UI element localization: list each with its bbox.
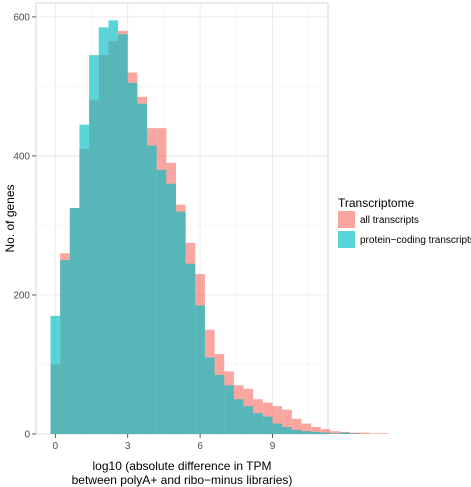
- bar-protein-coding: [50, 315, 61, 434]
- bar-protein-coding: [301, 431, 312, 434]
- bar-all-transcripts: [378, 433, 389, 434]
- bar-protein-coding: [69, 208, 80, 434]
- legend-key: [338, 211, 355, 228]
- bar-protein-coding: [195, 305, 205, 434]
- bar-all-transcripts: [301, 423, 312, 434]
- bar-protein-coding: [156, 169, 167, 434]
- y-tick-label: 600: [13, 12, 30, 23]
- bar-all-transcripts: [291, 418, 302, 434]
- x-axis-title-line2: between polyA+ and ribo−minus libraries): [72, 473, 293, 487]
- bar-protein-coding: [311, 431, 321, 434]
- bars-layer: [50, 20, 389, 435]
- bar-protein-coding: [175, 211, 186, 434]
- x-axis-title-line1: log10 (absolute difference in TPM: [93, 459, 272, 473]
- bar-protein-coding: [79, 124, 90, 434]
- legend: Transcriptome all transcripts protein−codi…: [338, 196, 471, 248]
- bar-protein-coding: [233, 399, 244, 434]
- bar-protein-coding: [214, 374, 225, 434]
- bar-all-transcripts: [330, 431, 341, 434]
- bar-protein-coding: [262, 416, 273, 434]
- bar-all-transcripts: [272, 406, 283, 434]
- bar-protein-coding: [147, 145, 157, 435]
- bar-protein-coding: [89, 55, 99, 435]
- bar-protein-coding: [166, 183, 176, 434]
- bar-protein-coding: [118, 34, 128, 434]
- bar-protein-coding: [224, 385, 234, 434]
- bar-protein-coding: [137, 103, 148, 434]
- bar-protein-coding: [282, 427, 292, 434]
- y-axis-title: No. of genes: [3, 184, 17, 252]
- x-tick-label: 6: [197, 441, 203, 452]
- bar-all-transcripts: [359, 432, 370, 434]
- bar-protein-coding: [60, 260, 70, 434]
- y-tick-label: 0: [24, 430, 30, 441]
- bar-protein-coding: [291, 429, 302, 434]
- bar-protein-coding: [320, 432, 331, 434]
- bar-protein-coding: [204, 357, 215, 434]
- legend-title: Transcriptome: [338, 196, 415, 210]
- legend-label: protein−coding transcripts: [360, 235, 471, 246]
- bar-protein-coding: [330, 433, 341, 434]
- bar-protein-coding: [349, 433, 360, 434]
- bar-all-transcripts: [311, 427, 321, 434]
- bar-protein-coding: [108, 20, 119, 435]
- x-tick-label: 9: [270, 441, 276, 452]
- bar-protein-coding: [185, 263, 196, 434]
- bar-protein-coding: [272, 423, 283, 434]
- bar-protein-coding: [127, 82, 138, 435]
- bar-all-transcripts: [320, 429, 331, 434]
- bar-all-transcripts: [282, 409, 292, 434]
- x-tick-label: 0: [53, 441, 59, 452]
- y-tick-label: 400: [13, 151, 30, 162]
- bar-all-transcripts: [369, 433, 379, 434]
- axes-layer: 0 3 6 9 0 200 400 600 log10 (absolute difference…: [3, 12, 292, 487]
- legend-key: [338, 231, 355, 248]
- y-tick-label: 200: [13, 290, 30, 301]
- legend-label: all transcripts: [360, 215, 419, 226]
- x-tick-label: 3: [125, 441, 131, 452]
- bar-protein-coding: [98, 27, 109, 434]
- bar-protein-coding: [253, 413, 263, 434]
- bar-protein-coding: [243, 406, 254, 434]
- bar-protein-coding: [340, 432, 350, 434]
